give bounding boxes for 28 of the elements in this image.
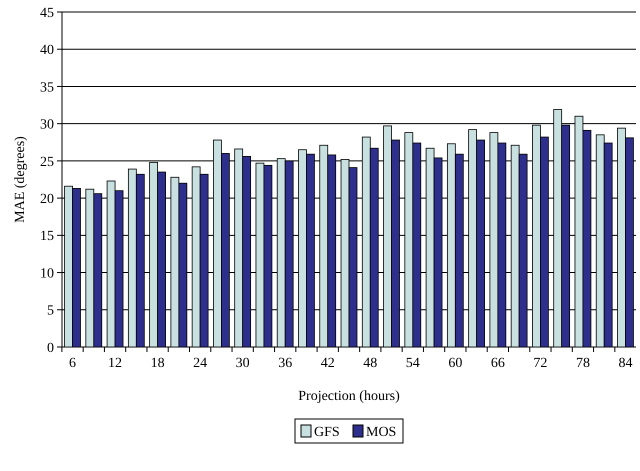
y-tick-label: 0 (47, 340, 54, 356)
x-tick-label: 18 (150, 356, 165, 371)
x-axis-title: Projection (hours) (298, 389, 400, 404)
legend-label: GFS (314, 424, 340, 440)
x-tick-label: 84 (618, 356, 632, 371)
x-tick-label: 6 (69, 356, 76, 371)
x-tick-label: 60 (448, 356, 462, 371)
legend-label: MOS (366, 424, 396, 440)
x-tick-label: 12 (108, 356, 122, 371)
y-tick-label: 20 (40, 192, 54, 208)
y-tick-label: 30 (40, 118, 54, 133)
y-axis-title: MAE (degrees) (13, 136, 28, 223)
x-tick-label: 54 (406, 356, 420, 371)
x-tick-label: 66 (490, 356, 505, 371)
x-tick-label: 72 (533, 356, 548, 371)
y-tick-label: 40 (40, 43, 54, 58)
y-tick-label: 10 (40, 266, 54, 282)
x-tick-label: 30 (236, 356, 250, 371)
x-tick-label: 24 (193, 356, 208, 371)
y-tick-label: 25 (40, 154, 54, 170)
x-tick-label: 42 (320, 356, 335, 371)
y-tick-label: 5 (47, 304, 54, 319)
x-tick-label: 48 (363, 356, 378, 371)
x-tick-label: 36 (278, 356, 292, 371)
x-tick-label: 78 (576, 356, 590, 371)
y-tick-label: 35 (40, 80, 54, 96)
y-tick-label: 15 (40, 229, 54, 244)
y-tick-label: 45 (40, 6, 54, 21)
